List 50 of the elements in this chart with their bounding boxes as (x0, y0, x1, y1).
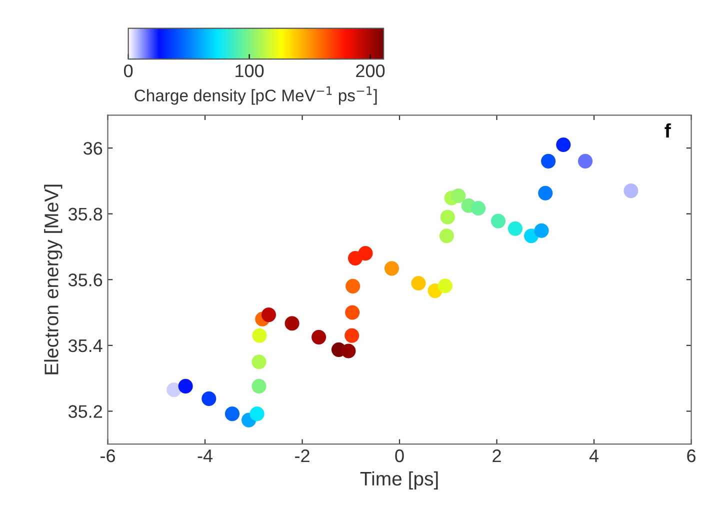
y-tick-label: 35.4 (68, 339, 102, 352)
point (556, 137, 571, 152)
point (471, 200, 486, 216)
point (312, 330, 326, 344)
point (166, 382, 182, 398)
point (261, 308, 276, 322)
point (252, 354, 266, 370)
point (252, 328, 267, 343)
x-tick-label: 2 (492, 449, 501, 462)
point (345, 305, 360, 320)
point (534, 223, 549, 238)
point (358, 246, 373, 261)
point (224, 406, 240, 422)
point (250, 406, 264, 422)
x-tick-label: -6 (100, 449, 115, 462)
point (451, 188, 466, 204)
y-tick-label: 35.8 (68, 208, 102, 221)
point (178, 378, 193, 394)
x-tick-label: -4 (198, 450, 213, 462)
point (439, 228, 454, 244)
color-bar-label: 100 (236, 64, 264, 78)
y-tick-label: 35.6 (68, 274, 102, 286)
point (578, 154, 593, 168)
point (284, 316, 300, 331)
point (538, 186, 553, 200)
point (202, 391, 216, 406)
point (541, 154, 556, 168)
point (490, 214, 506, 228)
point (508, 221, 523, 236)
y-axis-title: Electron energy [MeV] (44, 184, 62, 374)
color-bar-label: 0 (124, 64, 133, 78)
color-bar-title: Charge density [pC MeV$^{−1}$ ps$^{−1}$] (134, 86, 377, 105)
y-tick-label: 36 (84, 142, 102, 155)
x-axis-title: Time [ps] (360, 471, 438, 490)
x-tick-label: -2 (295, 449, 310, 462)
point (411, 276, 426, 291)
point (344, 328, 360, 343)
color-bar-label: 200 (356, 64, 385, 78)
point (440, 210, 455, 224)
x-tick-label: 6 (687, 449, 696, 462)
point (252, 378, 266, 394)
x-tick-label: 4 (589, 450, 599, 462)
point (624, 184, 638, 198)
point (346, 278, 360, 294)
y-tick-label: 35.2 (68, 405, 102, 418)
point (384, 261, 400, 276)
x-tick-label: 0 (395, 449, 404, 462)
point (438, 278, 453, 294)
annotation: f (664, 123, 671, 138)
point (341, 344, 356, 358)
